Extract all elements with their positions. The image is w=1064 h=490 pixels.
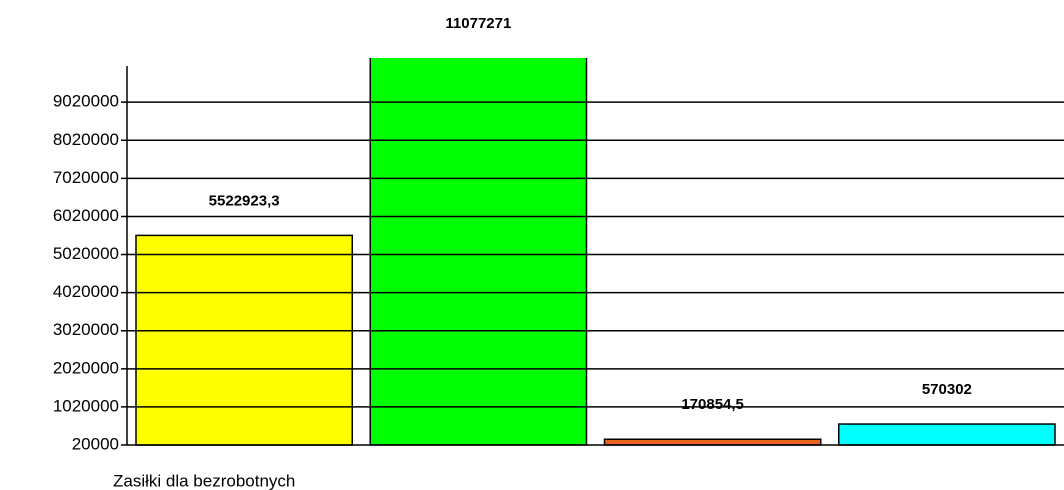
data-label: 5522923,3 [209,192,280,209]
bar [369,58,588,446]
x-tick-label: Zasiłki dla bezrobotnych [113,471,295,490]
y-tick-label: 4020000 [53,282,119,301]
data-label: 570302 [922,381,972,398]
data-label: 11077271 [445,15,511,32]
y-tick-label: 6020000 [53,206,119,225]
y-tick-label: 5020000 [53,244,119,263]
bar [838,423,1056,446]
y-tick-label: 2020000 [53,358,119,377]
y-tick-label: 3020000 [53,320,119,339]
y-tick-label: 1020000 [53,396,119,415]
y-tick-label: 20000 [72,434,119,453]
y-tick-label: 7020000 [53,168,119,187]
plot-area [135,58,1056,446]
y-tick-label: 9020000 [53,92,119,111]
bar [135,234,353,446]
data-label: 170854,5 [681,396,744,413]
y-tick-label: 8020000 [53,130,119,149]
bar [603,438,822,446]
